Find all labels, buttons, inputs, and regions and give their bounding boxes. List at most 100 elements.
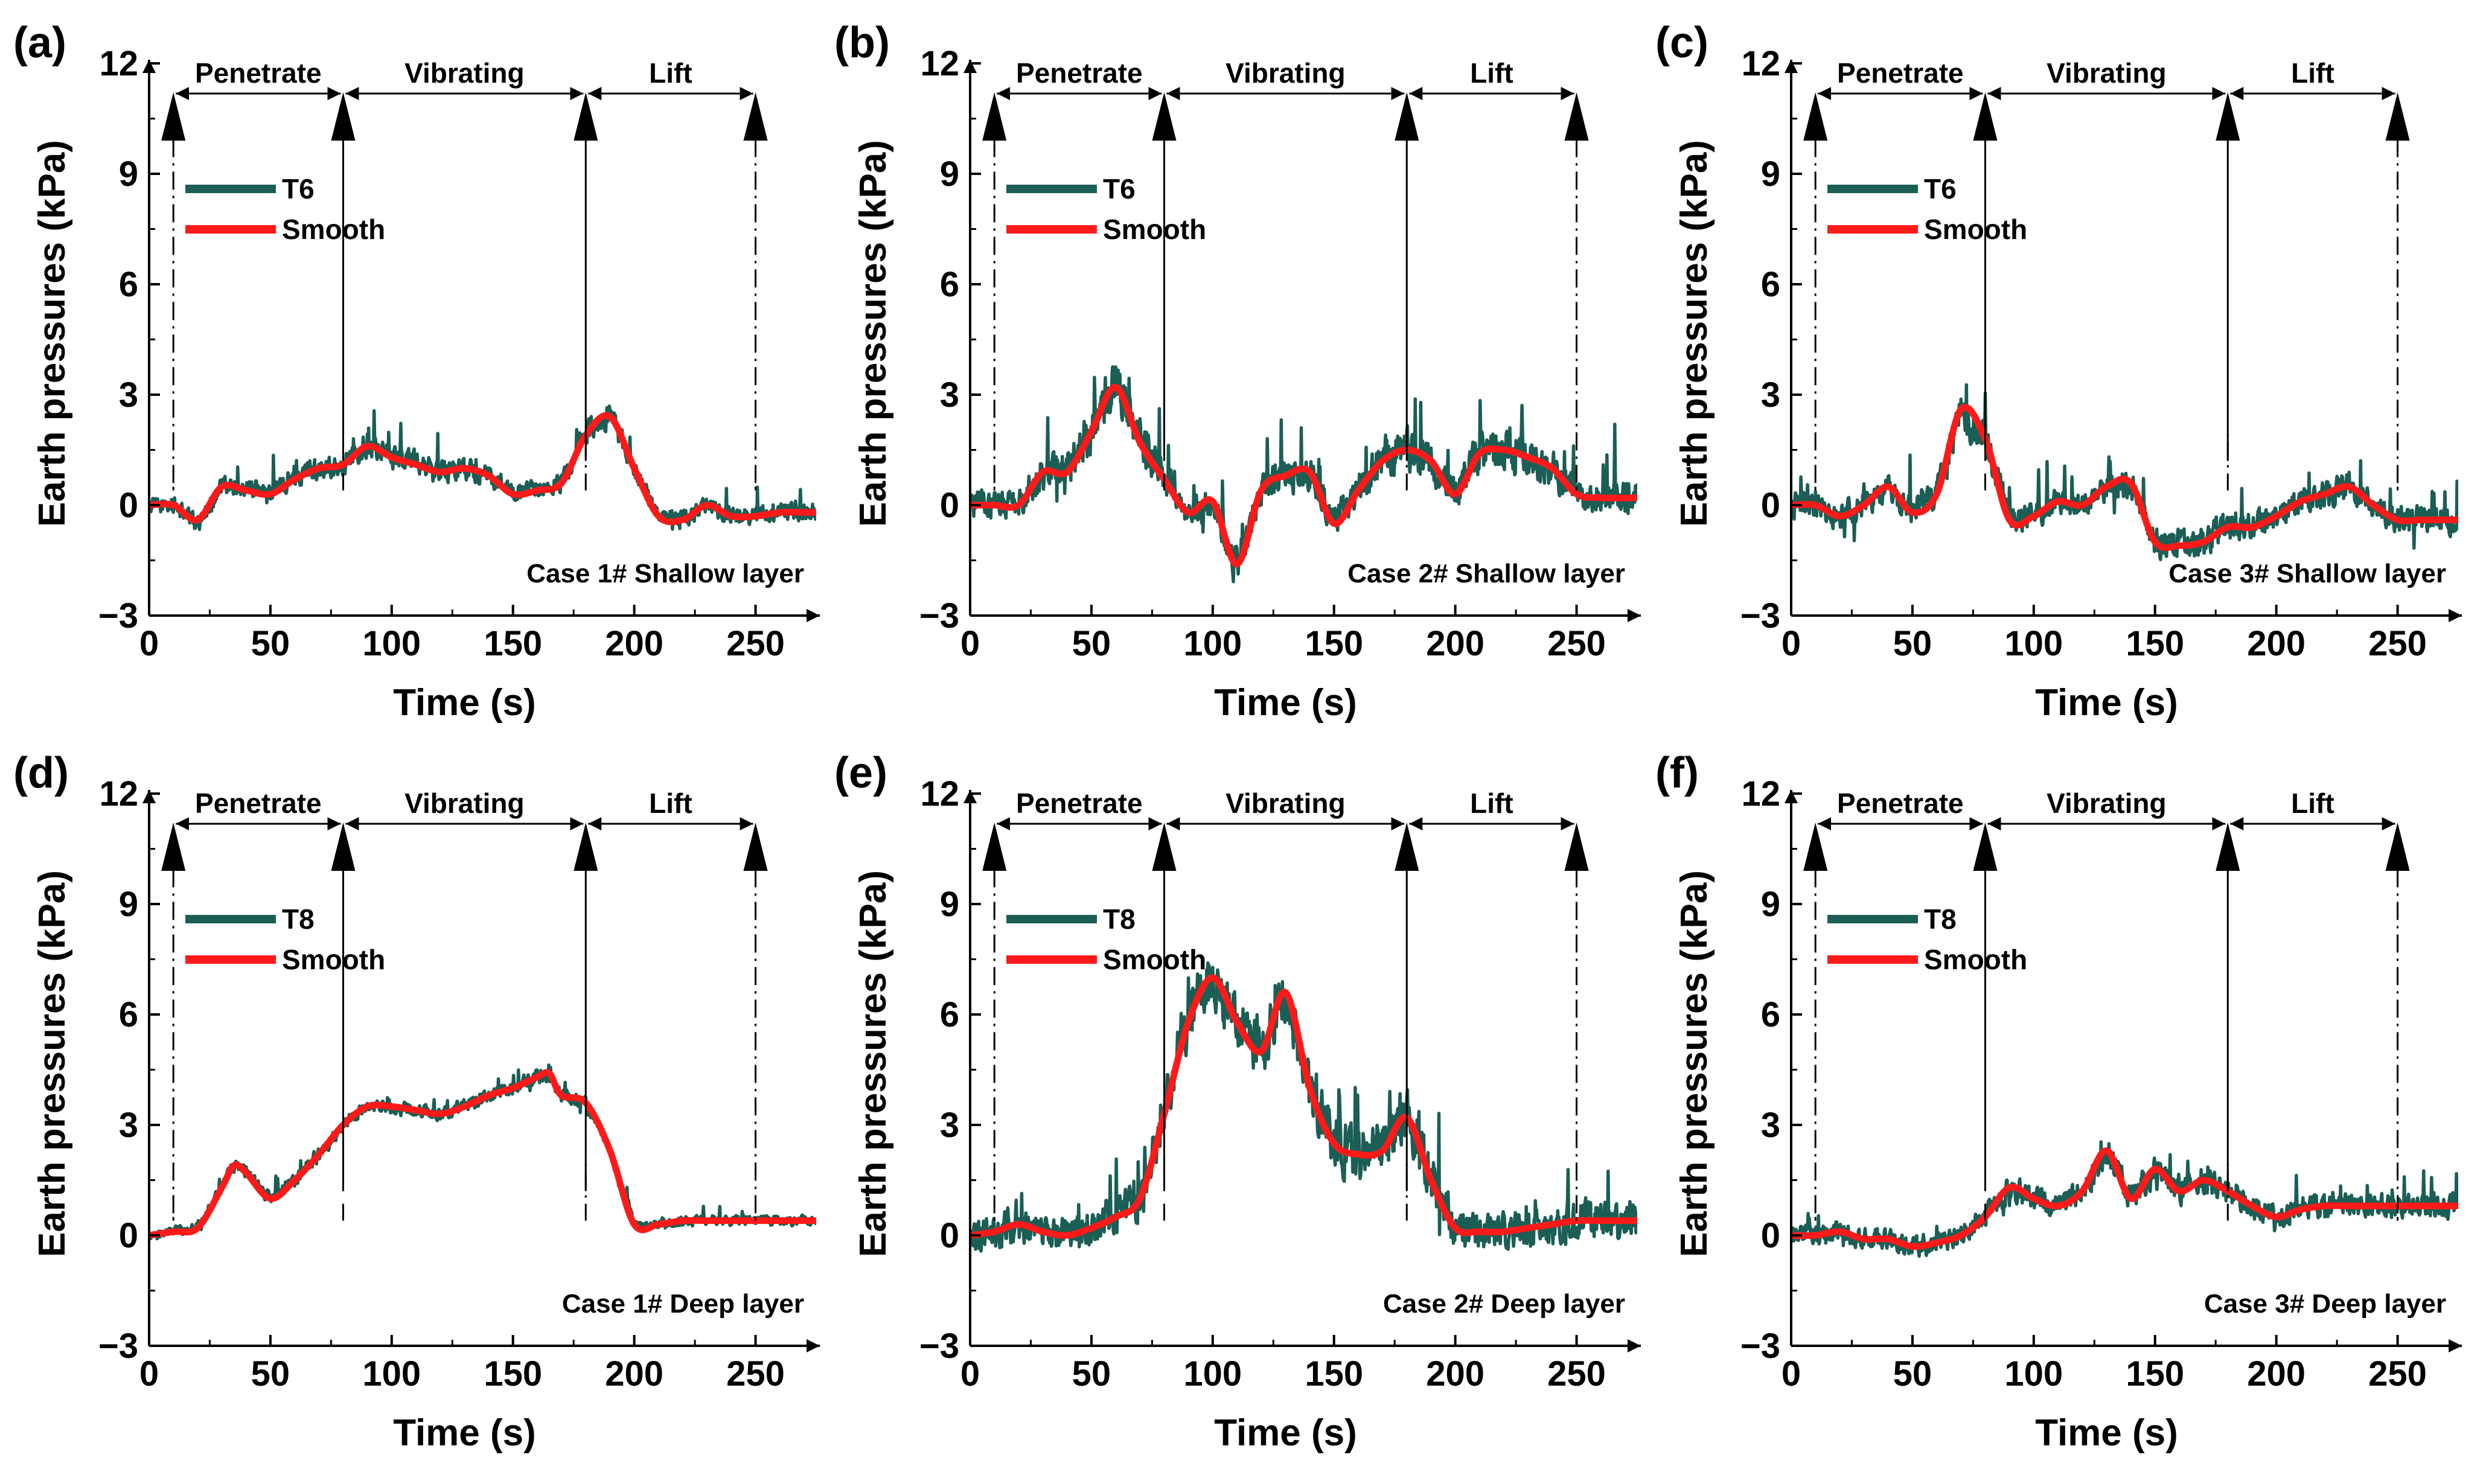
phase-arrow-head — [331, 92, 356, 141]
x-axis-title: Time (s) — [1214, 1412, 1357, 1454]
x-tick-label: 150 — [1305, 1354, 1363, 1393]
x-tick-label: 0 — [139, 1354, 159, 1393]
x-tick-label: 200 — [605, 1354, 663, 1393]
y-tick-label: 12 — [99, 774, 138, 814]
x-tick-label: 150 — [2126, 624, 2184, 663]
legend-label-smooth: Smooth — [282, 944, 385, 975]
y-tick-label: 12 — [99, 44, 138, 83]
y-tick-label: −3 — [98, 1326, 138, 1366]
legend-label-raw: T6 — [282, 173, 315, 205]
y-tick-label: 9 — [1761, 885, 1780, 924]
legend-label-raw: T8 — [1924, 903, 1957, 935]
panel-letter: (c) — [1655, 19, 1708, 67]
phase-label: Vibrating — [2047, 788, 2167, 819]
x-tick-label: 200 — [1426, 624, 1484, 663]
x-tick-label: 250 — [1547, 1354, 1606, 1393]
y-axis-title: Earth pressures (kPa) — [1673, 140, 1715, 527]
y-tick-label: −3 — [1740, 1326, 1780, 1366]
x-tick-label: 50 — [1072, 1354, 1111, 1393]
phase-arrow-head — [743, 92, 768, 141]
phase-label: Vibrating — [1226, 57, 1346, 89]
phase-arrow-head — [1803, 823, 1828, 871]
y-axis-title: Earth pressures (kPa) — [31, 140, 73, 527]
phase-arrow-head — [1152, 823, 1177, 871]
y-tick-label: 6 — [940, 995, 959, 1034]
phase-arrow-head — [161, 823, 186, 871]
x-axis-title: Time (s) — [1214, 682, 1357, 724]
y-axis-title: Earth pressures (kPa) — [852, 140, 894, 527]
phase-arrow-head — [574, 823, 598, 871]
phase-label: Lift — [649, 57, 692, 89]
x-tick-label: 250 — [726, 624, 785, 663]
y-tick-label: 0 — [940, 486, 959, 525]
x-axis-title: Time (s) — [393, 1412, 536, 1454]
x-tick-label: 50 — [1893, 624, 1932, 663]
x-tick-label: 50 — [251, 624, 290, 663]
case-annotation: Case 1# Deep layer — [562, 1289, 804, 1319]
series-line-t8-raw — [149, 1063, 816, 1241]
phase-label: Lift — [2291, 788, 2334, 819]
y-tick-label: 9 — [119, 154, 138, 194]
x-tick-label: 200 — [1426, 1354, 1484, 1393]
phase-arrow-head — [1152, 92, 1177, 141]
y-tick-label: 0 — [1761, 486, 1780, 525]
legend-label-raw: T8 — [1103, 903, 1136, 935]
phase-arrow-head — [1973, 823, 1998, 871]
x-tick-label: 50 — [1893, 1354, 1932, 1393]
phase-arrow-head — [743, 823, 768, 871]
y-axis-title: Earth pressures (kPa) — [1673, 870, 1715, 1257]
y-tick-label: 9 — [940, 154, 959, 194]
y-tick-label: 9 — [940, 885, 959, 924]
x-tick-label: 200 — [2247, 624, 2306, 663]
phase-arrow-head — [2216, 823, 2240, 871]
y-tick-label: 3 — [119, 375, 138, 415]
case-annotation: Case 2# Deep layer — [1383, 1289, 1625, 1319]
phase-arrow-head — [2385, 823, 2410, 871]
phase-label: Penetrate — [1016, 788, 1143, 819]
legend-label-smooth: Smooth — [1103, 214, 1206, 245]
legend-label-raw: T6 — [1924, 173, 1957, 205]
x-tick-label: 150 — [1305, 624, 1363, 663]
x-tick-label: 50 — [1072, 624, 1111, 663]
case-annotation: Case 1# Shallow layer — [526, 559, 804, 588]
x-tick-label: 200 — [2247, 1354, 2306, 1393]
x-tick-label: 100 — [2004, 1354, 2063, 1393]
phase-arrow-head — [1564, 92, 1589, 141]
y-tick-label: 3 — [1761, 1106, 1780, 1145]
series-line-smooth — [970, 974, 1637, 1239]
phase-arrow-head — [161, 92, 186, 141]
series-line-smooth — [1791, 1147, 2458, 1250]
case-annotation: Case 2# Shallow layer — [1347, 559, 1625, 588]
chart-panel-5: (f) Penetrate Vibrating Lift T8 Smooth Case 3#… — [1655, 749, 2462, 1454]
x-tick-label: 0 — [960, 1354, 980, 1393]
y-tick-label: −3 — [1740, 596, 1780, 635]
phase-label: Vibrating — [404, 57, 525, 89]
chart-panel-4: (e) Penetrate Vibrating Lift T8 Smooth Case 2#… — [834, 749, 1641, 1454]
x-axis-title: Time (s) — [393, 682, 536, 724]
phase-label: Vibrating — [404, 788, 525, 819]
x-tick-label: 150 — [484, 624, 542, 663]
y-axis-title: Earth pressures (kPa) — [852, 870, 894, 1257]
phase-arrow-head — [982, 823, 1007, 871]
x-tick-label: 0 — [1782, 1354, 1801, 1393]
phase-label: Lift — [2291, 57, 2334, 89]
panel-letter: (d) — [13, 749, 69, 797]
x-tick-label: 0 — [139, 624, 159, 663]
phase-arrow-head — [2216, 92, 2240, 141]
phase-arrow-head — [331, 823, 356, 871]
series-line-t6-raw — [970, 365, 1637, 584]
series-line-smooth — [149, 412, 816, 526]
x-tick-label: 0 — [960, 624, 980, 663]
y-tick-label: 0 — [119, 486, 138, 525]
y-tick-label: 6 — [1761, 995, 1780, 1034]
legend-label-raw: T6 — [1103, 173, 1136, 205]
panel-letter: (e) — [834, 749, 887, 797]
y-tick-label: 0 — [119, 1216, 138, 1255]
phase-label: Penetrate — [195, 788, 322, 819]
x-tick-label: 150 — [484, 1354, 542, 1393]
series-line-t6-raw — [1791, 383, 2458, 561]
y-tick-label: 9 — [119, 885, 138, 924]
y-tick-label: 9 — [1761, 154, 1780, 194]
x-tick-label: 100 — [362, 1354, 421, 1393]
